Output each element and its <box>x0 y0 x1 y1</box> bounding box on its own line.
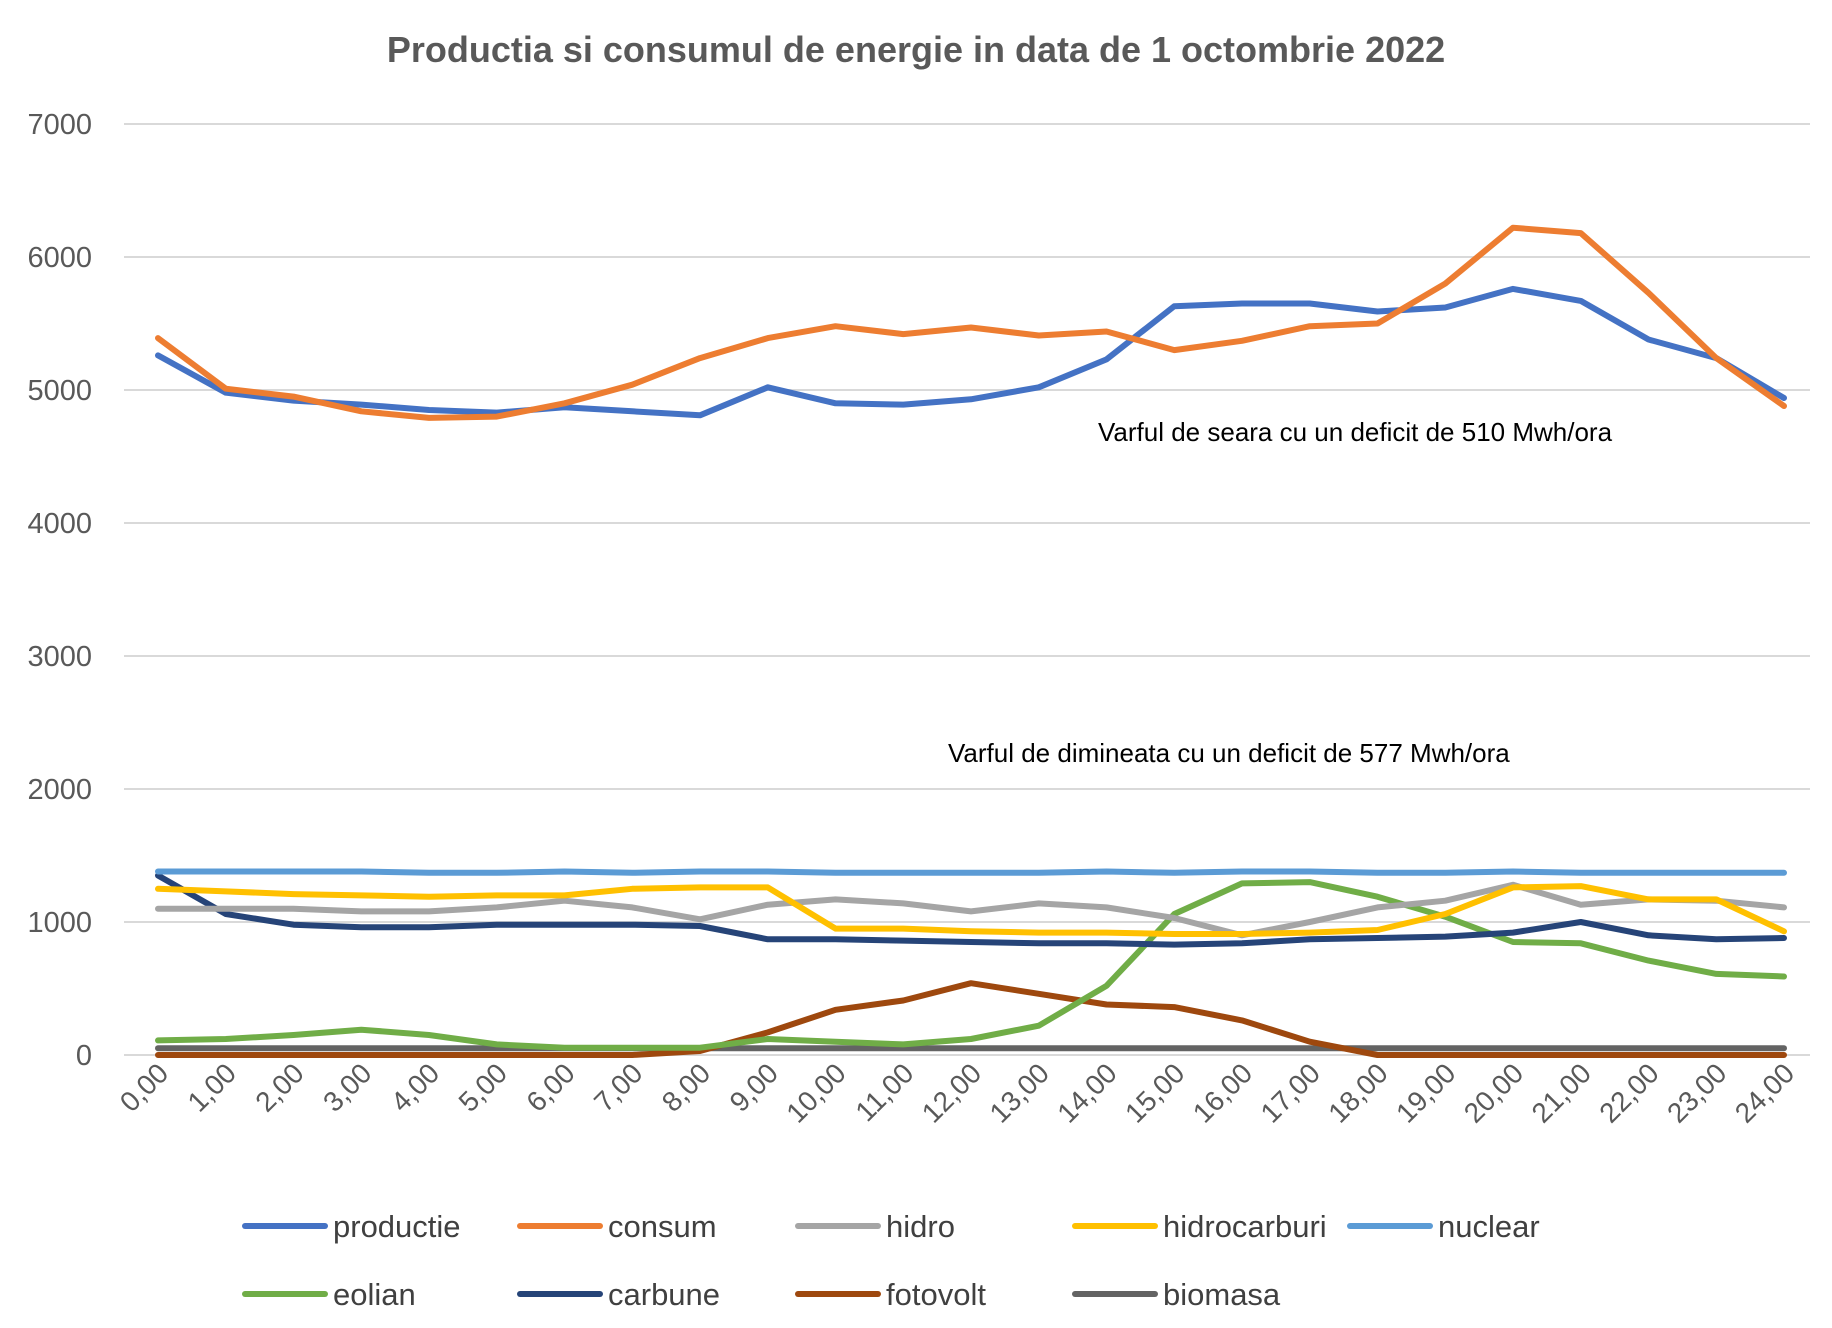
x-tick-label: 2,00 <box>249 1057 309 1117</box>
legend-label: carbune <box>608 1277 720 1312</box>
x-tick-label: 9,00 <box>724 1057 784 1117</box>
annotation-morning-peak: Varful de dimineata cu un deficit de 577… <box>948 738 1510 768</box>
series-line-eolian <box>155 879 1787 1051</box>
y-tick-label: 0 <box>76 1040 92 1072</box>
x-tick-label: 7,00 <box>588 1057 648 1117</box>
legend-item-nuclear: nuclear <box>1347 1209 1540 1244</box>
legend-item-biomasa: biomasa <box>1072 1277 1281 1312</box>
legend-label: biomasa <box>1163 1277 1281 1312</box>
series-line-carbune <box>155 872 1787 948</box>
x-tick-label: 13,00 <box>984 1057 1055 1128</box>
legend-item-consum: consum <box>517 1209 717 1244</box>
y-tick-label: 6000 <box>27 242 92 274</box>
x-tick-label: 14,00 <box>1051 1057 1122 1128</box>
y-tick-label: 2000 <box>27 774 92 806</box>
x-tick-label: 22,00 <box>1593 1057 1664 1128</box>
x-axis-ticks: 0,00 1,00 2,00 3,00 4,00 5,00 6,00 7,00 8,00 9,00… <box>114 1057 1800 1128</box>
x-tick-label: 10,00 <box>780 1057 851 1128</box>
series-line-fotovolt <box>155 980 1787 1058</box>
x-tick-label: 17,00 <box>1255 1057 1326 1128</box>
gridlines <box>124 123 1810 1056</box>
x-tick-label: 16,00 <box>1187 1057 1258 1128</box>
legend-item-productie: productie <box>242 1209 461 1244</box>
chart-title: Productia si consumul de energie in data… <box>387 29 1445 70</box>
legend-item-hidro: hidro <box>795 1209 955 1244</box>
series-line-consum <box>155 224 1787 421</box>
x-tick-label: 1,00 <box>182 1057 242 1117</box>
legend-label: hidro <box>886 1209 955 1244</box>
legend-label: fotovolt <box>886 1277 986 1312</box>
y-axis-ticks: 0 1000 2000 3000 4000 5000 6000 7000 <box>27 109 92 1072</box>
series-lines <box>155 224 1787 1058</box>
x-tick-label: 5,00 <box>453 1057 513 1117</box>
legend-label: eolian <box>333 1277 416 1312</box>
annotation-evening-peak: Varful de seara cu un deficit de 510 Mwh… <box>1098 417 1613 447</box>
legend: productie consum hidro hidrocarburi nuclear e… <box>242 1209 1540 1312</box>
y-tick-label: 7000 <box>27 109 92 141</box>
legend-item-fotovolt: fotovolt <box>795 1277 986 1312</box>
series-line-productie <box>155 285 1787 419</box>
x-tick-label: 20,00 <box>1458 1057 1529 1128</box>
x-tick-label: 3,00 <box>317 1057 377 1117</box>
legend-label: consum <box>608 1209 717 1244</box>
y-tick-label: 4000 <box>27 508 92 540</box>
y-tick-label: 3000 <box>27 641 92 673</box>
legend-label: hidrocarburi <box>1163 1209 1327 1244</box>
legend-label: productie <box>333 1209 461 1244</box>
x-tick-label: 0,00 <box>114 1057 174 1117</box>
y-tick-label: 5000 <box>27 375 92 407</box>
y-tick-label: 1000 <box>27 907 92 939</box>
x-tick-label: 15,00 <box>1119 1057 1190 1128</box>
x-tick-label: 8,00 <box>656 1057 716 1117</box>
series-line-hidrocarburi <box>155 883 1787 937</box>
x-tick-label: 23,00 <box>1661 1057 1732 1128</box>
x-tick-label: 18,00 <box>1322 1057 1393 1128</box>
x-tick-label: 24,00 <box>1729 1057 1800 1128</box>
legend-item-carbune: carbune <box>517 1277 720 1312</box>
series-line-nuclear <box>155 868 1787 876</box>
x-tick-label: 6,00 <box>520 1057 580 1117</box>
legend-item-eolian: eolian <box>242 1277 416 1312</box>
legend-item-hidrocarburi: hidrocarburi <box>1072 1209 1327 1244</box>
x-tick-label: 11,00 <box>849 1057 919 1127</box>
x-tick-label: 12,00 <box>916 1057 987 1128</box>
x-tick-label: 4,00 <box>385 1057 445 1117</box>
x-tick-label: 19,00 <box>1390 1057 1461 1128</box>
legend-label: nuclear <box>1438 1209 1540 1244</box>
x-tick-label: 21,00 <box>1526 1057 1597 1128</box>
